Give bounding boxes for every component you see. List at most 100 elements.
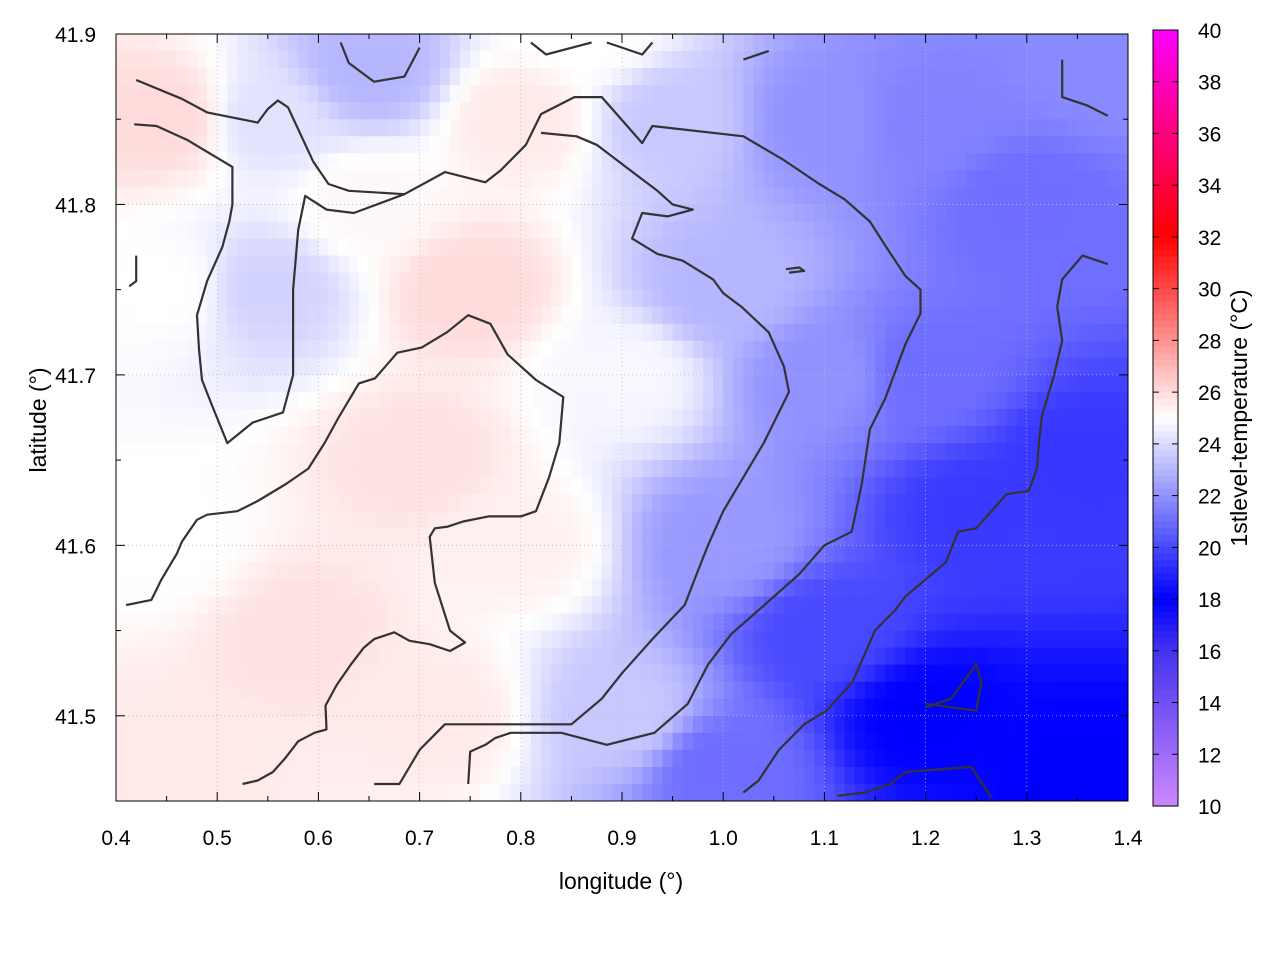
colorbar-segment [1153, 178, 1178, 186]
colorbar-segment [1153, 773, 1178, 781]
colorbar-segment [1153, 346, 1178, 354]
colorbar-segment [1153, 94, 1178, 102]
colorbar-segment [1153, 527, 1178, 535]
contour-line [530, 41, 592, 56]
colorbar-segment [1153, 269, 1178, 277]
colorbar-segment [1153, 508, 1178, 516]
colorbar-segment [1153, 275, 1178, 283]
colorbar-segment [1153, 450, 1178, 458]
colorbar-segment [1153, 262, 1178, 270]
colorbar-segment [1153, 152, 1178, 160]
colorbar-segment [1153, 657, 1178, 665]
colorbar-segment [1153, 49, 1178, 57]
colorbar-segment [1153, 754, 1178, 762]
colorbar-segment [1153, 586, 1178, 594]
colorbar-segment [1153, 256, 1178, 264]
colorbar-segment [1153, 333, 1178, 341]
colorbar-segment [1153, 36, 1178, 44]
colorbar-segment [1153, 780, 1178, 788]
colorbar-segment [1153, 799, 1178, 807]
colorbar-segment [1153, 515, 1178, 523]
colorbar-segment [1153, 476, 1178, 484]
colorbar-segment [1153, 146, 1178, 154]
colorbar-segment [1153, 579, 1178, 587]
colorbar-segment [1153, 553, 1178, 561]
y-tick-label: 41.5 [55, 706, 96, 729]
colorbar-tick-label: 24 [1198, 434, 1222, 457]
colorbar-segment [1153, 560, 1178, 568]
contour-line [374, 131, 791, 786]
colorbar-segment [1153, 547, 1178, 555]
colorbar-segment [1153, 411, 1178, 419]
colorbar-segment [1153, 650, 1178, 658]
colorbar-segment [1153, 42, 1178, 50]
y-tick-label: 41.8 [55, 194, 96, 217]
colorbar-segment [1153, 165, 1178, 173]
colorbar-segment [1153, 443, 1178, 451]
colorbar-segment [1153, 62, 1178, 70]
colorbar-segment [1153, 392, 1178, 400]
colorbar-segment [1153, 288, 1178, 296]
contour-line [742, 254, 1109, 794]
colorbar-segment [1153, 689, 1178, 697]
x-tick-label: 0.7 [405, 827, 434, 850]
colorbar-tick-label: 34 [1198, 175, 1222, 198]
colorbar-segment [1153, 139, 1178, 147]
colorbar-segment [1153, 430, 1178, 438]
colorbar-segment [1153, 793, 1178, 801]
x-tick-label: 1.3 [1012, 827, 1041, 850]
colorbar-segment [1153, 599, 1178, 607]
colorbar-tick-label: 16 [1198, 641, 1221, 664]
colorbar-segment [1153, 760, 1178, 768]
colorbar-tick-label: 32 [1198, 227, 1221, 250]
colorbar-segment [1153, 366, 1178, 374]
contour-line [1061, 59, 1109, 117]
colorbar-segment [1153, 618, 1178, 626]
colorbar-segment [1153, 359, 1178, 367]
colorbar-segment [1153, 81, 1178, 89]
x-tick-label: 1.0 [709, 827, 738, 850]
colorbar-segment [1153, 127, 1178, 135]
colorbar-segment [1153, 204, 1178, 212]
contour-line [134, 123, 405, 445]
colorbar-tick-label: 14 [1198, 693, 1222, 716]
colorbar-segment [1153, 456, 1178, 464]
colorbar-segment [1153, 185, 1178, 193]
x-axis-label: longitude (°) [559, 868, 683, 894]
contour-line [128, 255, 138, 288]
colorbar-segment [1153, 243, 1178, 251]
colorbar-segment [1153, 385, 1178, 393]
contour-line [785, 266, 806, 274]
x-tick-label: 0.4 [101, 827, 131, 850]
colorbar-segment [1153, 211, 1178, 219]
colorbar-segment [1153, 405, 1178, 413]
contour-line [925, 663, 983, 712]
colorbar-segment [1153, 224, 1178, 232]
contour-lines [125, 41, 1109, 799]
colorbar-segment [1153, 767, 1178, 775]
colorbar-segment [1153, 624, 1178, 632]
colorbar-segment [1153, 534, 1178, 542]
colorbar-segment [1153, 734, 1178, 742]
contour-line [837, 765, 993, 799]
colorbar-segment [1153, 469, 1178, 477]
contour-line [339, 42, 421, 83]
x-tick-label: 1.1 [810, 827, 839, 850]
colorbar-segment [1153, 573, 1178, 581]
colorbar-segment [1153, 612, 1178, 620]
x-tick-label: 0.5 [203, 827, 232, 850]
colorbar-segment [1153, 631, 1178, 639]
colorbar-segment [1153, 728, 1178, 736]
colorbar-segment [1153, 721, 1178, 729]
colorbar-segment [1153, 230, 1178, 238]
x-tick-label: 0.9 [607, 827, 636, 850]
colorbar-segment [1153, 327, 1178, 335]
colorbar-segment [1153, 107, 1178, 115]
colorbar-segment [1153, 605, 1178, 613]
colorbar-segment [1153, 502, 1178, 510]
y-axis-label: latitude (°) [25, 367, 51, 472]
colorbar-segment [1153, 249, 1178, 257]
colorbar-segment [1153, 715, 1178, 723]
colorbar-segment [1153, 566, 1178, 574]
colorbar-segment [1153, 702, 1178, 710]
